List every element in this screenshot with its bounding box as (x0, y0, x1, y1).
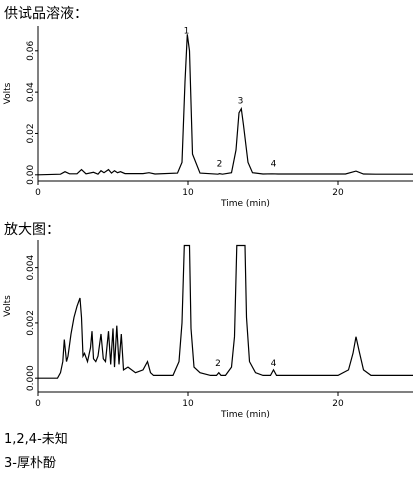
zoom-xtick-label: 20 (332, 399, 344, 409)
top-caption: 供试品溶液： (4, 6, 88, 22)
top-peak-label-3: 3 (238, 97, 244, 107)
zoom-peak-label-4: 4 (271, 359, 277, 369)
top-ytick-label: 0.04 (26, 82, 36, 102)
zoom-xtick-label: 10 (182, 399, 194, 409)
zoom-x-axis-label: Time (min) (220, 410, 270, 420)
chromatogram-zoom: 0.000 0.002 0.004 0 10 20 Time (min) Volts 2 4 (3, 240, 413, 420)
top-xtick-label: 10 (182, 188, 194, 198)
legend-unknown: 1,2,4-未知 (4, 432, 68, 447)
zoom-ytick-label: 0.004 (26, 254, 36, 280)
top-peak-label-4: 4 (271, 160, 277, 170)
top-ytick-label: 0.00 (26, 165, 36, 185)
zoom-trace-0 (38, 244, 413, 379)
top-y-axis-label: Volts (3, 82, 13, 104)
zoom-ytick-label: 0.002 (26, 310, 36, 336)
top-xtick-label: 20 (332, 188, 344, 198)
bottom-caption: 放大图： (4, 222, 60, 238)
zoom-xtick-label: 0 (35, 399, 41, 409)
top-peak-label-1: 1 (184, 26, 190, 36)
zoom-peak-label-2: 2 (215, 359, 221, 369)
legend-honokiol: 3-厚朴酚 (4, 456, 56, 471)
zoom-y-axis-label: Volts (3, 295, 13, 317)
top-ytick-label: 0.02 (26, 123, 36, 143)
top-xtick-label: 0 (35, 188, 41, 198)
chromatogram-full: 0.00 0.02 0.04 0.06 0 10 20 Time (min) Volts 1 2 3 4 (3, 26, 413, 209)
zoom-ytick-label: 0.000 (26, 365, 36, 391)
top-x-axis-label: Time (min) (220, 199, 270, 209)
top-ytick-label: 0.06 (26, 41, 36, 61)
top-trace-0 (38, 34, 413, 176)
top-peak-label-2: 2 (217, 160, 223, 170)
